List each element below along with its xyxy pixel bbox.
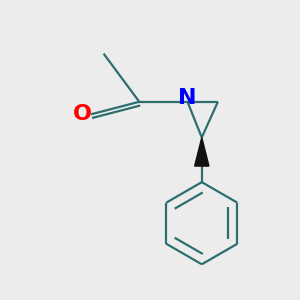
Text: O: O [73, 104, 92, 124]
Polygon shape [195, 137, 209, 166]
Text: N: N [178, 88, 197, 107]
